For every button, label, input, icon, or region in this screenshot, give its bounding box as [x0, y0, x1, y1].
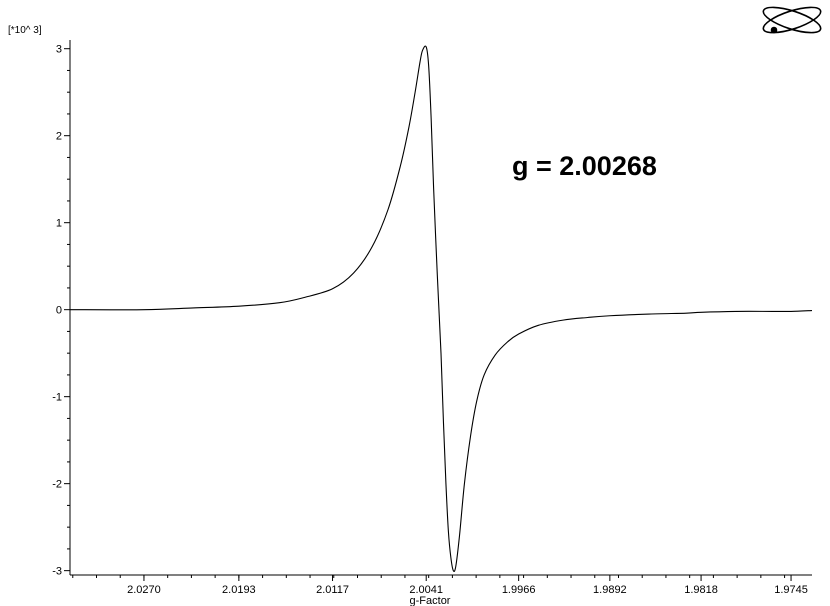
x-tick-label: 1.9818	[684, 584, 718, 596]
y-tick-label: 0	[56, 305, 62, 317]
g-value-annotation: g = 2.00268	[512, 151, 657, 181]
x-axis-title: g-Factor	[410, 595, 451, 606]
x-tick-label: 2.0117	[316, 584, 349, 596]
y-scale-label: [*10^ 3]	[8, 25, 42, 36]
y-tick-label: -3	[52, 566, 62, 578]
y-tick-label: 3	[56, 44, 62, 56]
x-axis-ticks: 2.0270 2.0193 2.0117 2.0041 1.9966 1.9892 1.98…	[72, 575, 808, 596]
atom-logo-icon	[762, 6, 822, 34]
x-tick-label: 2.0270	[127, 584, 161, 596]
y-axis-ticks: 3 2 1 0 -1 -2 -3	[52, 44, 70, 578]
x-tick-label: 1.9892	[593, 584, 627, 596]
x-tick-label: 2.0041	[409, 584, 443, 596]
y-tick-label: 2	[56, 131, 62, 143]
x-tick-label: 1.9745	[774, 584, 808, 596]
y-tick-label: 1	[56, 218, 62, 230]
series-line	[69, 45, 813, 572]
y-tick-label: -2	[52, 479, 62, 491]
x-tick-label: 1.9966	[502, 584, 536, 596]
y-tick-label: -1	[52, 392, 62, 404]
x-tick-label: 2.0193	[222, 584, 256, 596]
